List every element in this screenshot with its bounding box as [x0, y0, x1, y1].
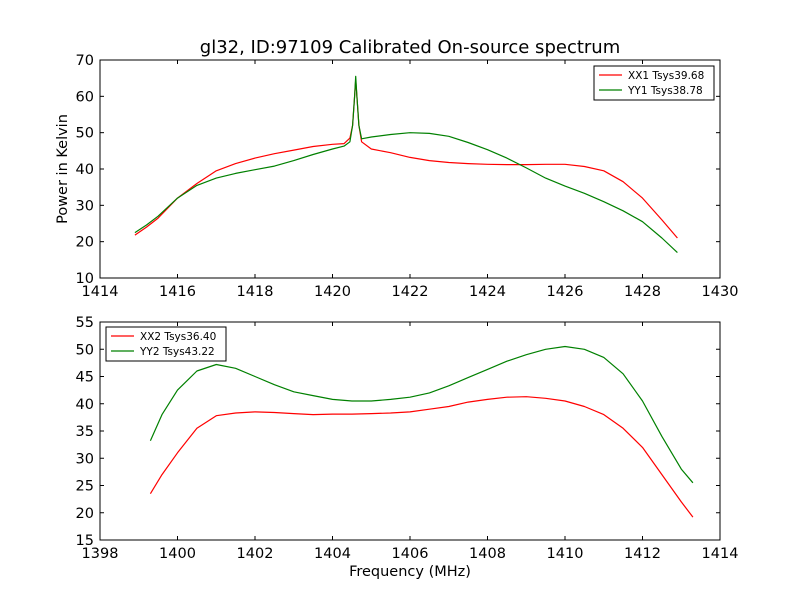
x-tick-label: 1420: [314, 284, 351, 300]
y-tick-label: 20: [76, 506, 94, 522]
x-tick-label: 1418: [237, 284, 274, 300]
y-tick-label: 55: [76, 315, 94, 331]
y-tick-label: 70: [76, 53, 94, 69]
legend-label: YY2 Tsys43.22: [139, 346, 215, 358]
x-tick-label: 1414: [702, 546, 739, 562]
x-tick-label: 1408: [469, 546, 506, 562]
bottom-panel: 1398 1400 1402 1404 1406 1408 1410 1412 1414 15 20…: [76, 315, 739, 580]
y-tick-label: 20: [76, 235, 94, 251]
legend-label: XX2 Tsys36.40: [140, 331, 216, 343]
x-tick-label: 1414: [82, 284, 119, 300]
legend-label: YY1 Tsys38.78: [627, 85, 703, 97]
x-tick-label: 1398: [82, 546, 119, 562]
series-line-2-1: [149, 396, 694, 518]
x-tick-label: 1428: [624, 284, 661, 300]
series-line-1-2: [134, 75, 678, 254]
y-tick-label: 35: [76, 424, 94, 440]
y-tick-label: 25: [76, 479, 94, 495]
x-tick-label: 1404: [314, 546, 351, 562]
x-tick-label: 1410: [547, 546, 584, 562]
legend-label: XX1 Tsys39.68: [628, 70, 704, 82]
x-tick-label: 1430: [702, 284, 739, 300]
x-tick-label: 1400: [159, 546, 196, 562]
x-tick-label: 1406: [392, 546, 429, 562]
x-tick-label: 1422: [392, 284, 429, 300]
x-axis-label: Frequency (MHz): [349, 564, 471, 580]
y-tick-label: 50: [76, 342, 94, 358]
x-tick-label: 1424: [469, 284, 506, 300]
y-tick-label: 10: [76, 271, 94, 287]
y-tick-label: 45: [76, 370, 94, 386]
y-tick-label: 30: [76, 451, 94, 467]
x-tick-label: 1402: [237, 546, 274, 562]
legend-box: [593, 65, 715, 101]
y-tick-label: 15: [76, 533, 94, 549]
y-tick-label: 50: [76, 126, 94, 142]
x-tick-label: 1412: [624, 546, 661, 562]
legend-box: [105, 326, 227, 362]
x-tick-label: 1426: [547, 284, 584, 300]
chart-title: gl32, ID:97109 Calibrated On-source spec…: [200, 37, 620, 58]
top-panel: 1414 1416 1418 1420 1422 1424 1426 1428 1430 10 20…: [55, 53, 738, 300]
y-tick-label: 40: [76, 162, 94, 178]
series-line-2-2: [149, 345, 694, 484]
y-axis-label: Power in Kelvin: [55, 114, 71, 224]
y-tick-label: 30: [76, 198, 94, 214]
y-tick-label: 40: [76, 397, 94, 413]
y-tick-label: 60: [76, 89, 94, 105]
x-tick-label: 1416: [159, 284, 196, 300]
